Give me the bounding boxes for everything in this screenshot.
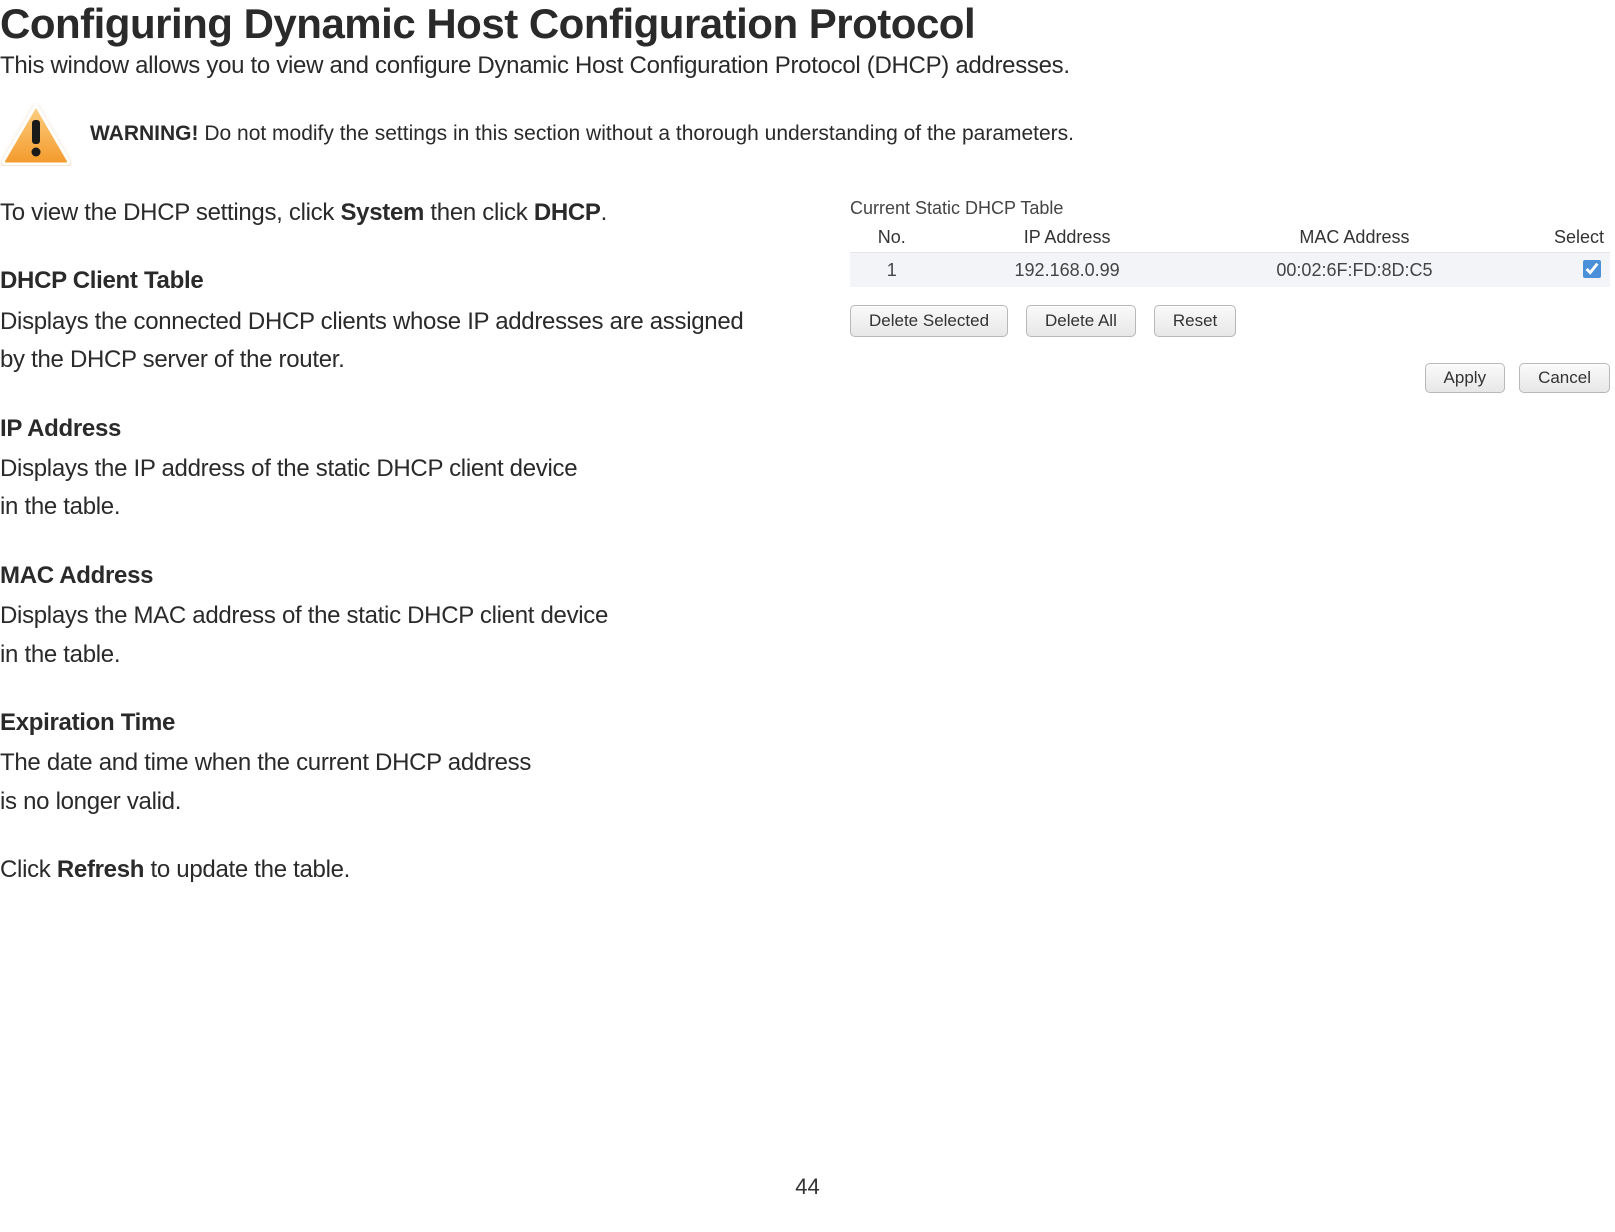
section-head-mac: MAC Address: [0, 557, 760, 595]
col-header-ip: IP Address: [934, 223, 1201, 253]
nav-mid: then click: [424, 199, 534, 226]
apply-cancel-row: Apply Cancel: [850, 363, 1610, 393]
cell-ip: 192.168.0.99: [934, 253, 1201, 288]
warning-label: WARNING!: [90, 122, 199, 145]
exp-body-line1: The date and time when the current DHCP …: [0, 749, 531, 776]
section-head-exp: Expiration Time: [0, 704, 760, 742]
col-header-mac: MAC Address: [1201, 223, 1509, 253]
table-caption: Current Static DHCP Table: [850, 198, 1610, 219]
nav-pre: To view the DHCP settings, click: [0, 199, 340, 226]
nav-line: To view the DHCP settings, click System …: [0, 194, 760, 232]
action-button-row: Delete Selected Delete All Reset: [850, 305, 1610, 337]
section-body-exp: The date and time when the current DHCP …: [0, 744, 760, 821]
table-header-row: No. IP Address MAC Address Select: [850, 223, 1610, 253]
intro-text: This window allows you to view and confi…: [0, 52, 1615, 80]
warning-icon: [0, 102, 72, 166]
warning-body: Do not modify the settings in this secti…: [199, 122, 1075, 145]
section-head-ip: IP Address: [0, 410, 760, 448]
mac-body-line2: in the table.: [0, 641, 120, 668]
nav-system: System: [340, 199, 424, 226]
refresh-line: Click Refresh to update the table.: [0, 851, 760, 889]
page-number: 44: [0, 1174, 1615, 1200]
nav-end: .: [601, 199, 607, 226]
refresh-bold: Refresh: [57, 856, 144, 883]
exp-body-line2: is no longer valid.: [0, 788, 181, 815]
section-body-ip: Displays the IP address of the static DH…: [0, 450, 760, 527]
row-select-checkbox[interactable]: [1583, 260, 1601, 278]
cell-select: [1508, 253, 1610, 288]
delete-selected-button[interactable]: Delete Selected: [850, 305, 1008, 337]
right-column: Current Static DHCP Table No. IP Address…: [850, 194, 1610, 393]
nav-dhcp: DHCP: [534, 199, 601, 226]
section-head-client-table: DHCP Client Table: [0, 262, 760, 300]
ip-body-line1: Displays the IP address of the static DH…: [0, 455, 577, 482]
refresh-post: to update the table.: [144, 856, 350, 883]
col-header-no: No.: [850, 223, 934, 253]
apply-button[interactable]: Apply: [1425, 363, 1506, 393]
cell-no: 1: [850, 253, 934, 288]
section-body-mac: Displays the MAC address of the static D…: [0, 597, 760, 674]
col-header-select: Select: [1508, 223, 1610, 253]
mac-body-line1: Displays the MAC address of the static D…: [0, 602, 608, 629]
delete-all-button[interactable]: Delete All: [1026, 305, 1136, 337]
cancel-button[interactable]: Cancel: [1519, 363, 1610, 393]
cell-mac: 00:02:6F:FD:8D:C5: [1201, 253, 1509, 288]
warning-row: WARNING! Do not modify the settings in t…: [0, 102, 1615, 166]
ip-body-line2: in the table.: [0, 493, 120, 520]
section-body-client-table: Displays the connected DHCP clients whos…: [0, 303, 760, 380]
table-row: 1 192.168.0.99 00:02:6F:FD:8D:C5: [850, 253, 1610, 288]
reset-button[interactable]: Reset: [1154, 305, 1236, 337]
warning-text: WARNING! Do not modify the settings in t…: [90, 122, 1074, 146]
left-column: To view the DHCP settings, click System …: [0, 194, 760, 919]
refresh-pre: Click: [0, 856, 57, 883]
page-title: Configuring Dynamic Host Configuration P…: [0, 0, 1615, 48]
static-dhcp-table: No. IP Address MAC Address Select 1 192.…: [850, 223, 1610, 287]
